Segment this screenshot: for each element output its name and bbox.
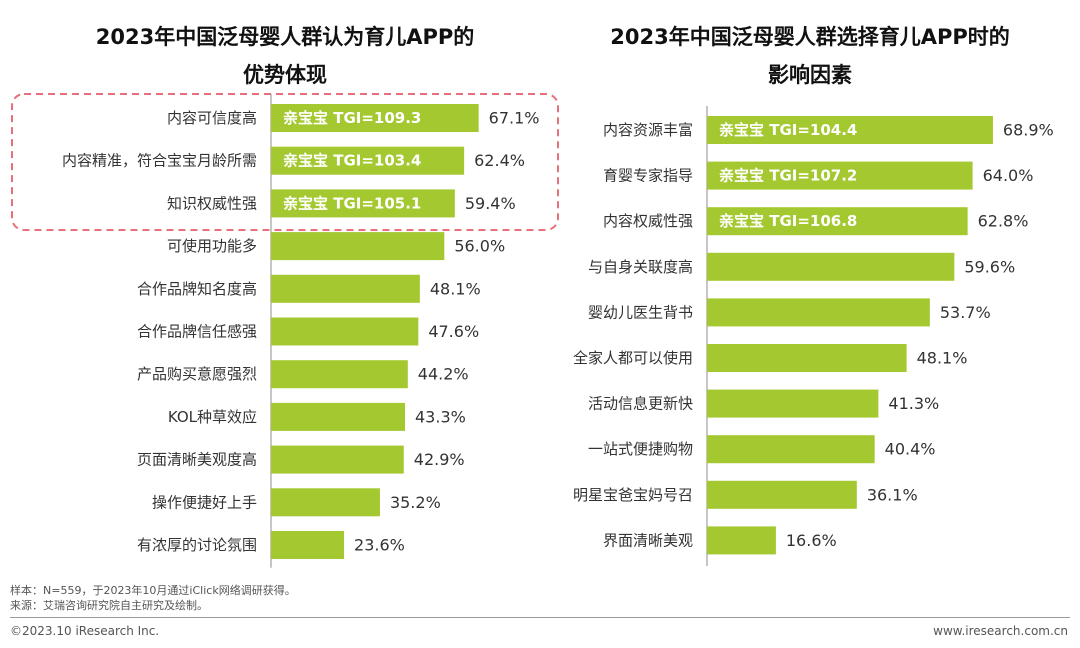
right-value-label: 62.8% — [978, 212, 1029, 231]
left-category-label: 知识权威性强 — [167, 194, 257, 212]
right-category-label: 与自身关联度高 — [588, 258, 693, 276]
left-chart-title: 2023年中国泛母婴人群认为育儿APP的 优势体现 — [30, 18, 540, 94]
right-bar — [707, 116, 993, 144]
right-category-label: 内容资源丰富 — [603, 121, 693, 139]
right-value-label: 53.7% — [940, 303, 991, 322]
right-value-label: 36.1% — [867, 485, 918, 504]
right-bar — [707, 344, 907, 372]
right-value-label: 59.6% — [964, 257, 1015, 276]
right-category-label: 育婴专家指导 — [603, 167, 693, 185]
right-category-label: 界面清晰美观 — [603, 531, 693, 549]
left-bar — [271, 232, 445, 261]
footer-divider — [10, 617, 1070, 618]
right-chart-title-line-1: 2023年中国泛母婴人群选择育儿APP时的 — [610, 25, 1010, 49]
right-value-label: 68.9% — [1003, 121, 1054, 140]
left-category-label: KOL种草效应 — [168, 408, 257, 426]
left-value-label: 56.0% — [454, 237, 505, 256]
right-value-label: 48.1% — [917, 349, 968, 368]
left-bar — [271, 360, 408, 389]
left-tgi-annotation: 亲宝宝 TGI=105.1 — [283, 194, 421, 212]
copyright-text: ©2023.10 iResearch Inc. — [10, 624, 160, 638]
right-category-label: 活动信息更新快 — [588, 395, 693, 413]
right-bar — [707, 389, 879, 418]
right-tgi-annotation: 亲宝宝 TGI=107.2 — [719, 167, 857, 185]
left-bar — [271, 104, 479, 132]
source-footnote: 来源：艾瑞咨询研究院自主研究及绘制。 — [10, 599, 208, 612]
left-category-label: 页面清晰美观度高 — [137, 451, 257, 469]
right-tgi-annotation: 亲宝宝 TGI=106.8 — [719, 212, 857, 230]
right-bar — [707, 161, 973, 190]
left-value-label: 67.1% — [489, 109, 540, 128]
left-category-label: 可使用功能多 — [167, 237, 257, 255]
left-bar — [271, 189, 455, 218]
left-chart-title-line-1: 2023年中国泛母婴人群认为育儿APP的 — [95, 25, 475, 49]
left-value-label: 47.6% — [428, 322, 479, 341]
left-tgi-annotation: 亲宝宝 TGI=103.4 — [283, 152, 421, 170]
left-value-label: 42.9% — [414, 450, 465, 469]
left-value-label: 44.2% — [418, 365, 469, 384]
sample-footnote: 样本：N=559，于2023年10月通过iClick网络调研获得。 — [10, 584, 296, 597]
left-value-label: 48.1% — [430, 279, 481, 298]
right-bar — [707, 207, 968, 236]
left-bar — [271, 445, 404, 474]
right-category-label: 一站式便捷购物 — [588, 440, 693, 458]
left-value-label: 35.2% — [390, 493, 441, 512]
left-bar — [271, 531, 345, 559]
right-bar — [707, 526, 776, 555]
left-bar — [271, 402, 406, 431]
right-category-label: 婴幼儿医生背书 — [588, 303, 693, 321]
right-value-label: 16.6% — [786, 531, 837, 550]
right-bar — [707, 480, 857, 509]
left-bar — [271, 488, 380, 517]
right-value-label: 41.3% — [888, 394, 939, 413]
left-category-label: 内容可信度高 — [167, 109, 257, 127]
website-link[interactable]: www.iresearch.com.cn — [933, 624, 1068, 638]
left-value-label: 62.4% — [474, 151, 525, 170]
left-category-label: 操作便捷好上手 — [152, 493, 257, 511]
left-category-label: 有浓厚的讨论氛围 — [137, 536, 257, 554]
left-bar — [271, 274, 420, 303]
right-chart-title-line-2: 影响因素 — [768, 63, 852, 87]
right-category-label: 明星宝爸宝妈号召 — [573, 486, 693, 504]
left-category-label: 内容精准，符合宝宝月龄所需 — [62, 152, 257, 170]
left-category-label: 产品购买意愿强烈 — [137, 365, 257, 383]
right-value-label: 64.0% — [983, 166, 1034, 185]
right-value-label: 40.4% — [885, 440, 936, 459]
left-value-label: 43.3% — [415, 407, 466, 426]
right-category-label: 全家人都可以使用 — [573, 349, 693, 367]
left-tgi-annotation: 亲宝宝 TGI=109.3 — [283, 109, 421, 127]
left-chart-title-line-2: 优势体现 — [243, 63, 327, 87]
right-bar — [707, 435, 875, 464]
right-tgi-annotation: 亲宝宝 TGI=104.4 — [719, 121, 857, 139]
left-bar — [271, 317, 419, 346]
left-category-label: 合作品牌知名度高 — [137, 280, 257, 298]
left-value-label: 23.6% — [354, 536, 405, 555]
left-value-label: 59.4% — [465, 194, 516, 213]
right-chart-title: 2023年中国泛母婴人群选择育儿APP时的 影响因素 — [560, 18, 1060, 94]
left-bar — [271, 146, 465, 175]
right-bar — [707, 298, 930, 327]
right-bar — [707, 252, 955, 281]
left-category-label: 合作品牌信任感强 — [137, 323, 257, 341]
right-category-label: 内容权威性强 — [603, 212, 693, 230]
